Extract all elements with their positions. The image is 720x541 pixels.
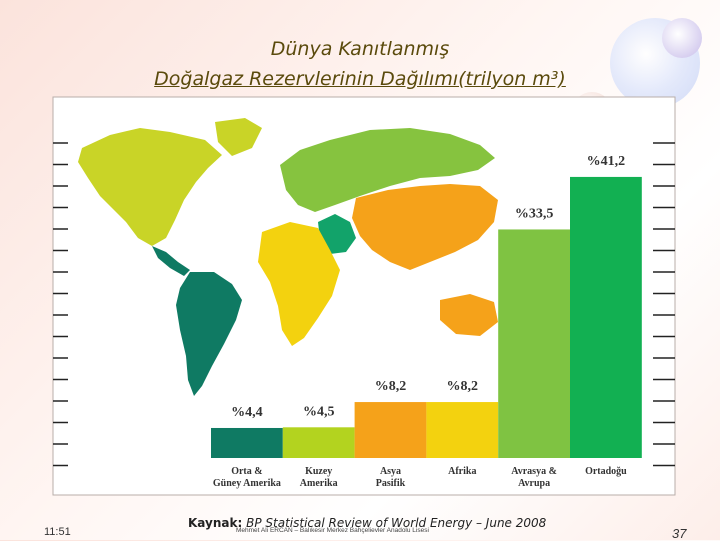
- footer-author: Mehmet Ali ERCAN – Balıkesir Merkez Bahç…: [236, 527, 429, 534]
- category-label: Kuzey: [305, 466, 332, 477]
- source-prefix: Kaynak:: [188, 516, 243, 530]
- value-label: %41,2: [587, 154, 626, 169]
- decorative-bubble-small: [662, 18, 702, 58]
- category-label: Avrasya &: [511, 466, 557, 477]
- value-label: %8,2: [375, 379, 407, 394]
- category-label: Ortadoğu: [585, 466, 627, 477]
- value-labels-group: %4,4 %4,5 %8,2 %8,2 %33,5 %41,2: [231, 154, 625, 420]
- footer-source: Kaynak: BP Statistical Review of World E…: [188, 516, 546, 530]
- category-label: Pasifik: [376, 478, 406, 489]
- bar: [498, 229, 570, 458]
- value-label: %4,4: [231, 405, 263, 420]
- value-label: %33,5: [515, 206, 554, 221]
- world-map-image: [78, 118, 498, 396]
- bar: [426, 402, 499, 458]
- value-label: %8,2: [447, 379, 479, 394]
- category-label: Afrika: [448, 466, 476, 477]
- category-label: Avrupa: [518, 478, 550, 489]
- footer-time: 11:51: [44, 526, 71, 538]
- page-number: 37: [672, 526, 687, 541]
- bar: [354, 402, 427, 458]
- title-line-2: Doğalgaz Rezervlerinin Dağılımı(trilyon …: [154, 68, 566, 90]
- frame-ticks: [53, 142, 675, 467]
- value-label: %4,5: [303, 404, 335, 419]
- bars-group: [211, 176, 642, 458]
- category-label: Asya: [380, 466, 401, 477]
- title-line-1: Dünya Kanıtlanmış: [270, 38, 450, 60]
- category-label: Amerika: [300, 478, 338, 489]
- category-label: Güney Amerika: [213, 478, 281, 489]
- category-label: Orta &: [231, 466, 262, 477]
- slide-title: Dünya Kanıtlanmış Doğalgaz Rezervlerinin…: [0, 34, 720, 94]
- bar: [282, 427, 355, 458]
- bar: [570, 176, 642, 458]
- source-text: BP Statistical Review of World Energy – …: [246, 516, 547, 530]
- bar: [211, 427, 283, 458]
